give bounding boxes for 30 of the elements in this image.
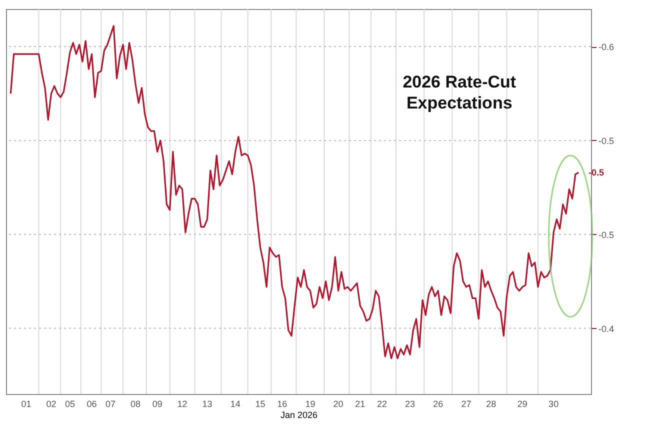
x-tick-label: 30 [548, 399, 559, 409]
x-tick-label: 16 [277, 399, 288, 409]
y-tick-label: -0.6 [598, 42, 614, 52]
x-tick-label: 01 [21, 399, 32, 409]
x-tick-label: 21 [355, 399, 366, 409]
x-tick-label: 19 [305, 399, 316, 409]
line-series [10, 25, 580, 360]
text: -0.5 [588, 167, 604, 178]
x-tick-label: 09 [152, 399, 162, 409]
y-tick-label: -0.4 [598, 324, 614, 334]
x-tick-label: 07 [106, 399, 116, 409]
x-tick-label: 26 [433, 399, 444, 409]
x-tick-label: 08 [130, 399, 140, 409]
x-tick-label: 27 [461, 399, 472, 409]
text: 2026 Rate-Cut Expectations [402, 72, 516, 112]
x-tick-label: 13 [202, 399, 212, 409]
x-tick-label: 06 [86, 399, 97, 409]
x-tick-label: 23 [405, 399, 416, 409]
x-tick-label: 28 [486, 399, 496, 409]
x-tick-label: 20 [333, 399, 344, 409]
x-tick-label: 22 [376, 399, 387, 409]
x-tick-label: 05 [64, 399, 75, 409]
x-tick-label: 29 [517, 399, 528, 409]
x-tick-label: 12 [177, 399, 188, 409]
x-axis-title: Jan 2026 [280, 410, 318, 420]
x-tick-label: 15 [255, 399, 266, 409]
x-tick-label: 14 [230, 399, 240, 409]
x-tick-label: 02 [46, 399, 56, 409]
y-tick-label: -0.5 [598, 136, 614, 146]
y-tick-label: -0.5 [598, 230, 614, 240]
